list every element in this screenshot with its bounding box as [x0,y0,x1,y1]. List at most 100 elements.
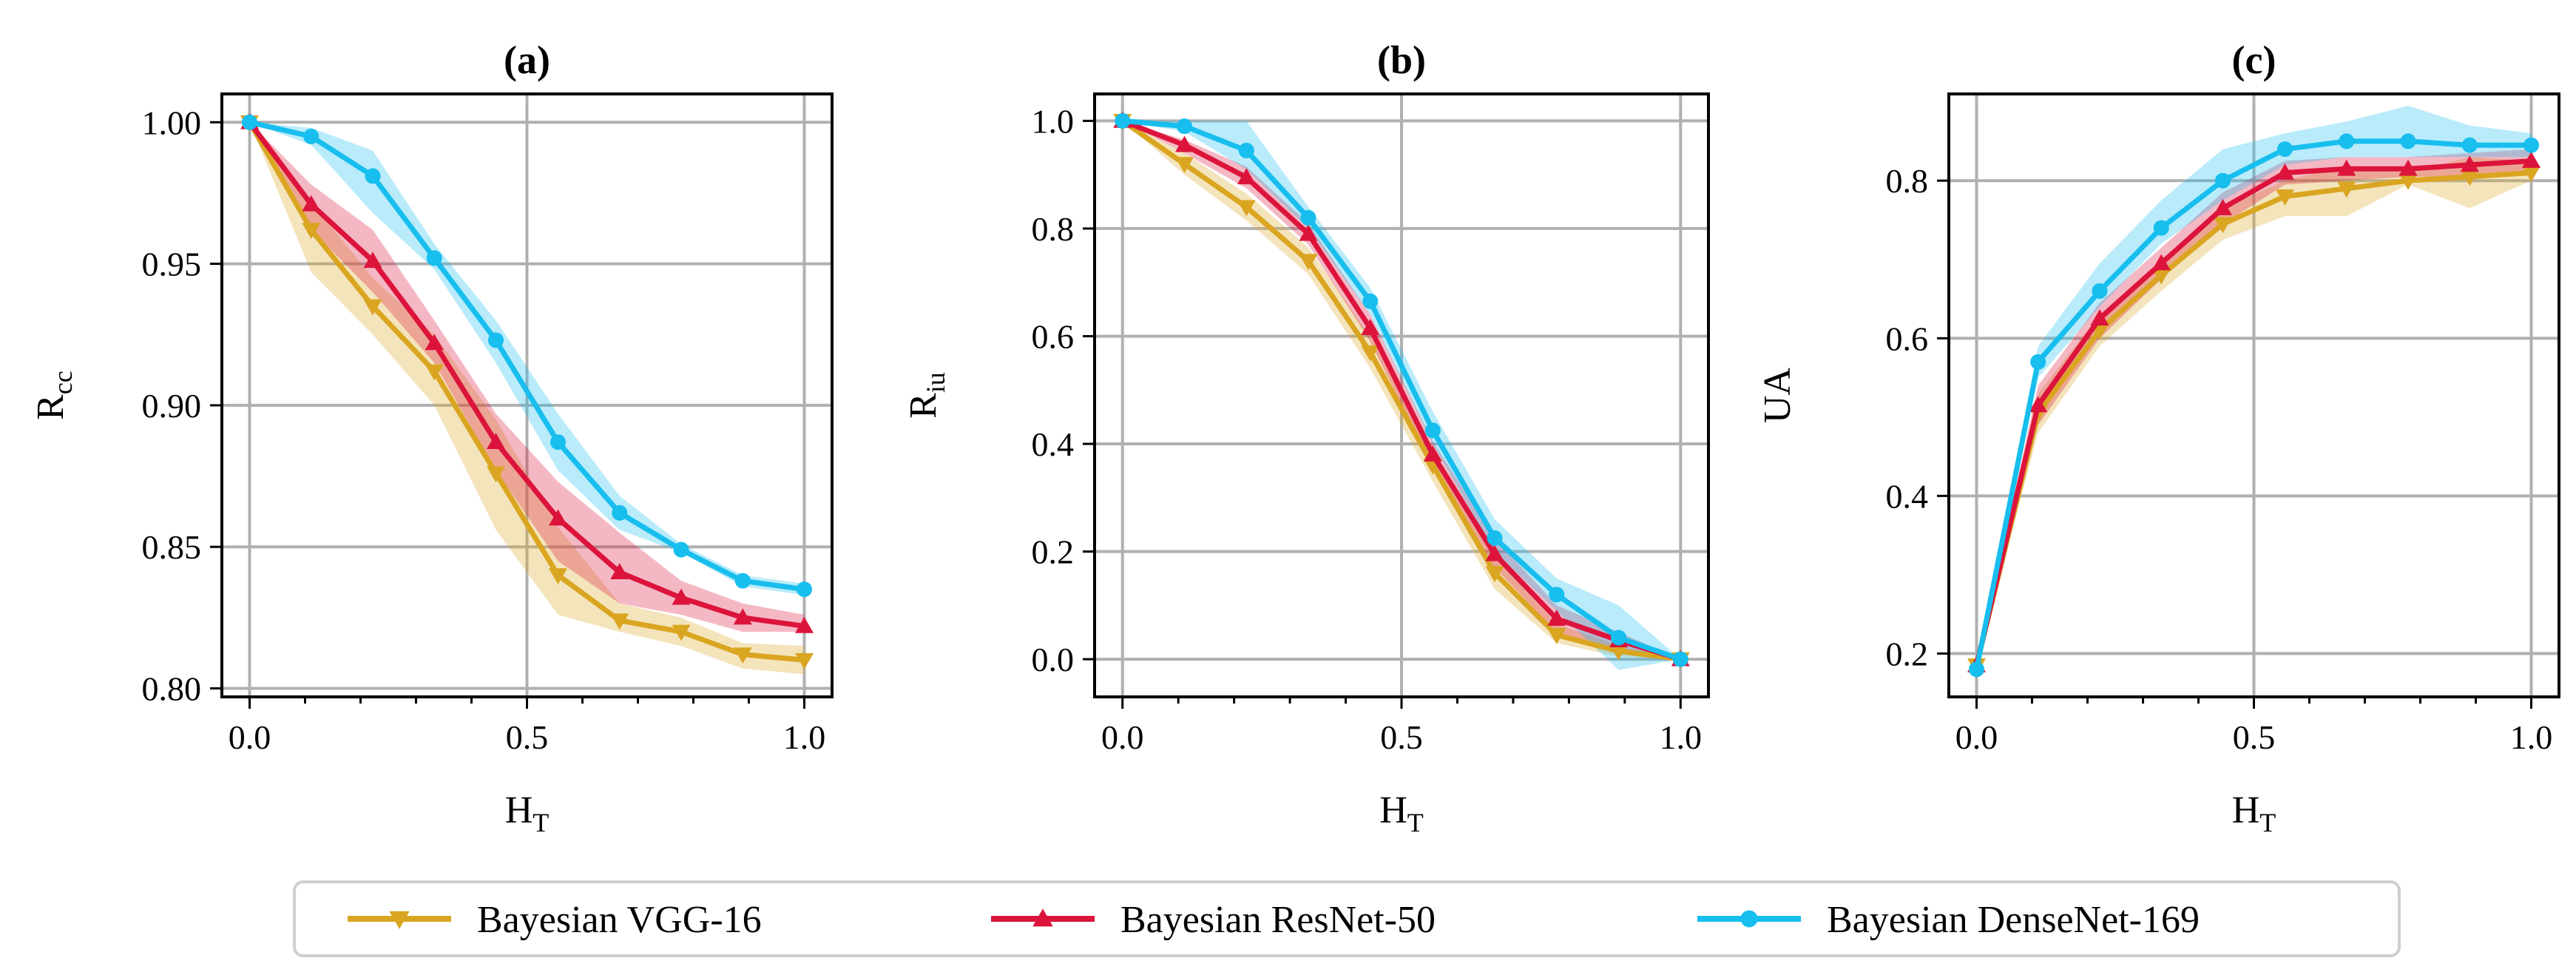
legend-entry-bayesian-resnet-50: Bayesian ResNet-50 [991,899,1436,941]
panel-title: (b) [1377,38,1426,82]
point-bayesian-resnet-50-5 [549,509,567,526]
line-bayesian-vgg-16 [247,121,805,663]
point-bayesian-resnet-50-6 [1485,544,1504,561]
point-bayesian-densenet-169-2 [365,168,381,184]
line-bayesian-densenet-169 [1122,118,1682,662]
y-tick-label: 1.00 [142,104,202,141]
point-bayesian-resnet-50-3 [2151,254,2171,271]
point-bayesian-densenet-169-3 [426,250,442,266]
panel-c: 0.0 0.5 1.0 0.2 0.4 0.6 0.8 (c) HT UA [1757,38,2560,837]
x-axis-label: HT [1379,789,1424,837]
point-bayesian-vgg-16-3 [425,364,444,381]
y-tick-label: 1.0 [1032,102,1075,140]
point-bayesian-resnet-50-4 [487,433,505,450]
point-bayesian-resnet-50-5 [1423,445,1442,462]
point-bayesian-vgg-16-3 [1299,254,1318,271]
point-bayesian-vgg-16-6 [2337,181,2356,198]
point-bayesian-densenet-169-9 [2523,137,2539,153]
point-bayesian-densenet-169-7 [1549,587,1565,603]
x-axis-label: HT [505,789,550,837]
point-bayesian-resnet-50-6 [2337,159,2356,176]
x-tick-label: 1.0 [1660,718,1703,756]
point-bayesian-densenet-169-6 [1487,530,1503,546]
grid-lines [1949,94,2559,697]
point-bayesian-vgg-16-4 [1361,345,1380,362]
y-tick-label: 0.95 [142,246,202,283]
point-bayesian-densenet-169-7 [673,542,689,558]
point-bayesian-densenet-169-5 [550,434,566,451]
point-bayesian-densenet-169-9 [1672,651,1688,667]
point-bayesian-vgg-16-2 [1237,200,1256,217]
x-tick-label: 1.0 [783,718,826,756]
point-bayesian-densenet-169-4 [488,332,504,348]
point-bayesian-resnet-50-2 [1237,168,1256,185]
grid-lines [1095,94,1708,697]
point-bayesian-resnet-50-9 [795,616,814,633]
point-bayesian-vgg-16-1 [1174,157,1194,174]
line-bayesian-densenet-169 [249,119,805,593]
y-tick-label: 0.4 [1886,477,1929,515]
point-bayesian-densenet-169-2 [1238,142,1254,158]
point-bayesian-vgg-16-9 [795,652,814,670]
y-tick-label: 0.4 [1032,425,1075,463]
y-tick-label: 0.2 [1886,635,1929,672]
point-bayesian-vgg-16-6 [1485,566,1504,583]
point-bayesian-densenet-169-9 [797,581,812,598]
line-bayesian-resnet-50 [1121,118,1682,662]
point-bayesian-resnet-50-8 [733,608,752,625]
point-bayesian-resnet-50-2 [363,252,382,269]
point-bayesian-resnet-50-8 [2460,155,2479,172]
point-bayesian-densenet-169-5 [2277,141,2293,158]
y-axis-label: UA [1757,368,1799,424]
y-tick-label: 0.8 [1032,210,1075,248]
plot-area [1113,111,1690,670]
legend: Bayesian VGG-16 Bayesian ResNet-50 Bayesia… [293,880,2401,957]
point-bayesian-vgg-16-7 [2398,173,2418,190]
y-tick-label: 0.6 [1032,317,1075,355]
point-bayesian-vgg-16-8 [733,647,752,664]
point-bayesian-densenet-169-3 [1300,209,1316,226]
legend-entry-bayesian-densenet-169: Bayesian DenseNet-169 [1697,899,2200,941]
point-bayesian-resnet-50-6 [610,563,629,580]
band-bayesian-densenet-169 [1122,121,1681,670]
x-tick-label: 0.0 [1101,718,1144,756]
panel-title: (a) [504,38,550,82]
point-bayesian-densenet-169-8 [2461,137,2478,153]
y-tick-label: 0.85 [142,528,202,566]
point-bayesian-vgg-16-1 [302,223,321,240]
y-tick-label: 0.2 [1032,533,1075,571]
point-bayesian-densenet-169-6 [2339,133,2355,149]
x-tick-label: 1.0 [2510,718,2553,756]
line-bayesian-vgg-16 [1974,170,2532,667]
point-bayesian-densenet-169-4 [2215,172,2231,189]
point-bayesian-densenet-169-3 [2153,220,2169,236]
point-bayesian-vgg-16-9 [2522,166,2540,183]
point-bayesian-densenet-169-1 [2030,354,2046,370]
point-bayesian-resnet-50-7 [1547,609,1566,626]
point-bayesian-vgg-16-3 [2151,268,2171,285]
point-bayesian-densenet-169-4 [1362,293,1379,309]
y-tick-label: 0.90 [142,387,202,425]
y-axis-label: Rcc [30,371,78,420]
y-tick-label: 0.8 [1886,162,1929,200]
point-bayesian-vgg-16-4 [487,466,505,483]
point-bayesian-vgg-16-5 [549,568,567,584]
legend-frame [293,880,2401,957]
point-bayesian-vgg-16-8 [2460,169,2479,186]
point-bayesian-vgg-16-7 [1547,627,1566,644]
point-bayesian-resnet-50-7 [672,588,691,605]
y-axis-label: Riu [902,372,950,419]
point-bayesian-resnet-50-2 [2090,309,2109,326]
legend-label: Bayesian ResNet-50 [1120,899,1436,941]
plot-area [240,112,814,675]
line-bayesian-resnet-50 [247,121,805,629]
point-bayesian-densenet-169-7 [2400,133,2416,149]
point-bayesian-resnet-50-4 [1361,319,1380,335]
point-bayesian-resnet-50-1 [1174,135,1194,152]
x-axis-label: HT [2232,789,2276,837]
point-bayesian-vgg-16-5 [2276,189,2294,206]
panel-a: 0.0 0.5 1.0 0.80 0.85 0.90 0.95 1.00 (a) HT Rcc [30,38,834,837]
panels-layer: 0.0 0.5 1.00.800.850.900.951.00(a)HTRcc0.0… [30,38,2560,837]
point-bayesian-resnet-50-9 [2522,152,2540,168]
legend-label: Bayesian DenseNet-169 [1827,899,2200,941]
